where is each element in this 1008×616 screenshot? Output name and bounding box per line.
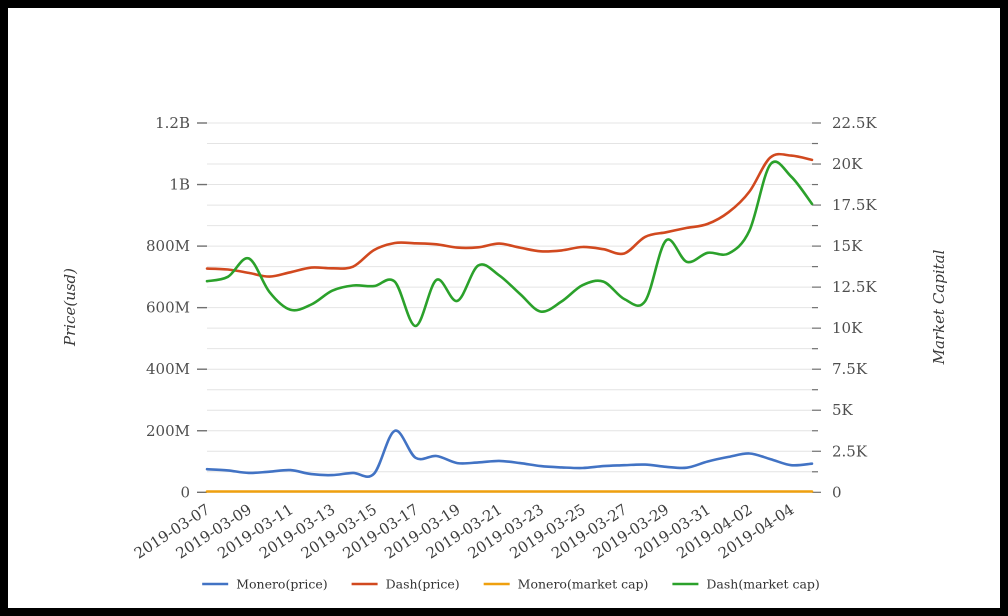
legend-item-label: Monero(market cap)	[518, 577, 649, 592]
left-axis-title: Price(usd)	[61, 268, 79, 347]
right-axis-tick-labels: 0 2.5K 5K 7.5K 10K 12.5K 15K 17.5K 20K 22.5K	[832, 114, 877, 501]
right-axis-tick-label: 12.5K	[832, 278, 877, 296]
right-axis-tick-label: 10K	[832, 319, 863, 337]
legend-item-label: Dash(price)	[386, 577, 460, 592]
legend-item[interactable]: Monero(price)	[202, 577, 328, 592]
right-axis-tick-label: 17.5K	[832, 196, 877, 214]
right-axis-title: Market Capital	[930, 249, 948, 365]
right-axis-tick-label: 0	[832, 483, 842, 501]
right-axis-tick-label: 5K	[832, 401, 854, 419]
legend-item[interactable]: Monero(market cap)	[483, 577, 649, 592]
right-axis-tick-label: 15K	[832, 237, 863, 255]
right-axis-tick-label: 22.5K	[832, 114, 877, 132]
axis-ticks	[197, 122, 821, 493]
legend-item[interactable]: Dash(price)	[351, 577, 460, 592]
right-axis-tick-label: 7.5K	[832, 360, 868, 378]
gridlines	[207, 122, 812, 493]
series-lines	[205, 152, 814, 493]
left-axis-tick-label: 600M	[146, 299, 190, 317]
series-line-dash-market-cap[interactable]	[205, 160, 814, 328]
series-line-dash-price[interactable]	[205, 152, 814, 278]
legend-item[interactable]: Dash(market cap)	[672, 577, 820, 592]
left-axis-tick-label: 0	[180, 483, 190, 501]
left-axis-tick-label: 200M	[146, 422, 190, 440]
series-line-monero-price[interactable]	[205, 429, 814, 478]
left-axis-tick-label: 1B	[169, 176, 190, 194]
right-axis-tick-label: 2.5K	[832, 442, 868, 460]
left-axis-tick-label: 400M	[146, 360, 190, 378]
left-axis-tick-label: 1.2B	[155, 114, 190, 132]
left-axis-tick-labels: 0 200M 400M 600M 800M 1B 1.2B	[146, 114, 190, 501]
legend-item-label: Dash(market cap)	[706, 577, 819, 592]
right-axis-tick-label: 20K	[832, 155, 863, 173]
chart-legend: Monero(price) Dash(price) Monero(market ca…	[202, 577, 820, 592]
legend-item-label: Monero(price)	[236, 577, 327, 592]
left-axis-tick-label: 800M	[146, 237, 190, 255]
